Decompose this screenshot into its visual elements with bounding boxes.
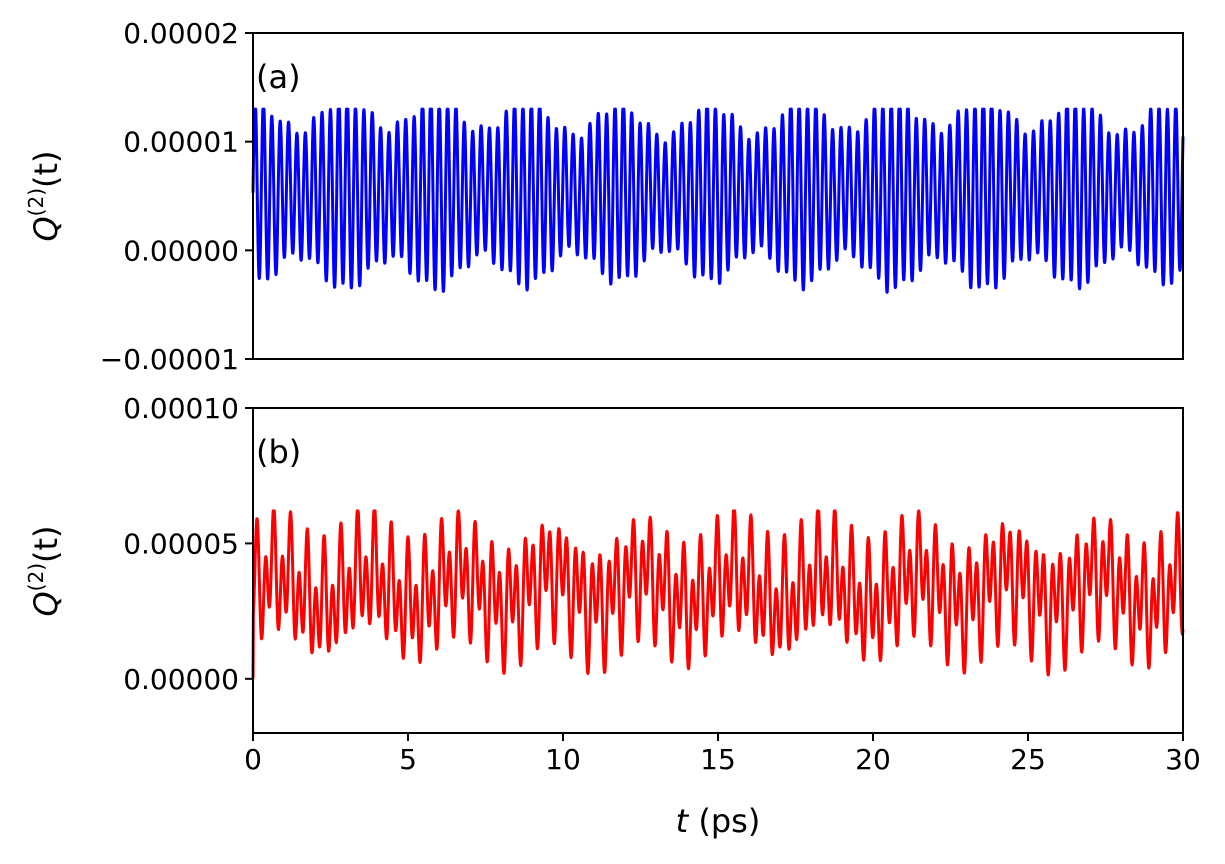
series-b-line-group — [251, 509, 1185, 679]
x-tick-label: 5 — [399, 743, 417, 776]
panel-b: 0.00000 0.00005 0.00010 0 5 10 15 20 25 30 (b) Q… — [24, 392, 1201, 776]
y-tick-label: −0.00001 — [100, 343, 239, 376]
series-line-a — [251, 107, 1185, 294]
panel-b-y-axis-label: Q(2)(t) — [24, 525, 65, 616]
x-tick-label: 30 — [1165, 743, 1201, 776]
panel-b-y-ticks: 0.00000 0.00005 0.00010 — [123, 392, 253, 696]
y-tick-label: 0.00000 — [123, 234, 239, 267]
x-tick-label: 25 — [1010, 743, 1046, 776]
y-tick-label: 0.00002 — [123, 17, 239, 50]
x-tick-label: 15 — [700, 743, 736, 776]
y-tick-label: 0.00001 — [123, 126, 239, 159]
y-tick-label: 0.00010 — [123, 392, 239, 425]
panel-a: −0.00001 0.00000 0.00001 0.00002 (a) Q(2)(t… — [24, 17, 1185, 376]
panel-a-label: (a) — [256, 58, 301, 96]
series-a-line-group — [251, 107, 1185, 294]
x-axis-label: t (ps) — [676, 802, 761, 840]
y-tick-label: 0.00000 — [123, 663, 239, 696]
panel-a-frame — [252, 32, 1184, 360]
panel-b-label: (b) — [256, 433, 301, 471]
x-tick-label: 10 — [545, 743, 581, 776]
x-tick-label: 0 — [244, 743, 262, 776]
panel-a-y-ticks: −0.00001 0.00000 0.00001 0.00002 — [100, 17, 253, 376]
y-tick-label: 0.00005 — [123, 527, 239, 560]
x-tick-label: 20 — [855, 743, 891, 776]
panel-a-y-axis-label: Q(2)(t) — [24, 150, 65, 241]
panel-b-x-ticks: 0 5 10 15 20 25 30 — [244, 733, 1201, 776]
series-line-b — [251, 509, 1185, 679]
